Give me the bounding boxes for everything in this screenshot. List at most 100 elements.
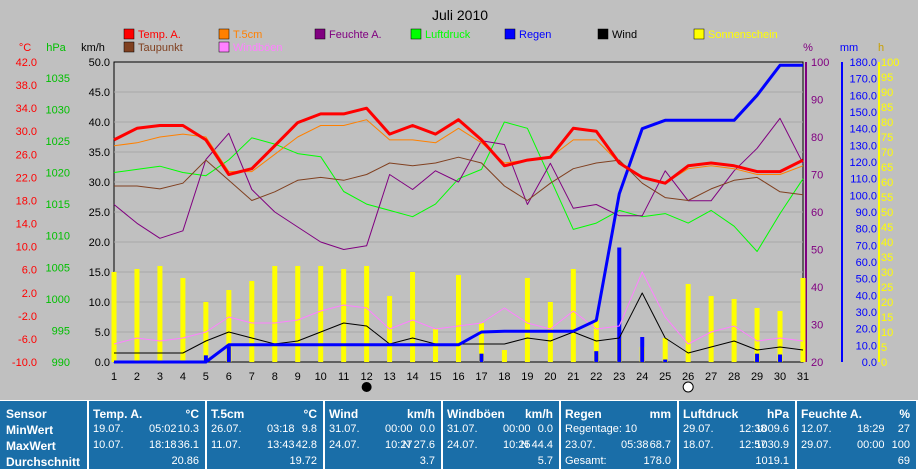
sun-tick-label: 80	[881, 117, 893, 129]
day-tick-label: 3	[157, 371, 163, 383]
min-time: 18:29	[857, 423, 885, 435]
day-tick-label: 16	[452, 371, 464, 383]
stats-max-row: 24.07. 10:25 N 44.4	[447, 439, 553, 453]
stats-avg-row: 20.86	[93, 455, 199, 469]
stats-column: Regen mm Regentage: 10 23.07. 05:38 68.7 Gesam…	[561, 401, 677, 469]
sunshine-bar	[249, 281, 255, 362]
stats-column-unit: km/h	[524, 407, 553, 421]
day-tick-label: 24	[636, 371, 648, 383]
legend-label: Regen	[519, 29, 551, 41]
day-tick-label: 29	[751, 371, 763, 383]
stats-avg-row: Gesamt: 178.0	[565, 455, 671, 469]
legend-label: Sonnenschein	[708, 29, 778, 41]
avg-value: 19.72	[289, 455, 317, 467]
stats-min-row: 31.07. 00:00 0.0	[329, 423, 435, 437]
sun-tick-label: 50	[881, 207, 893, 219]
sunshine-bar	[501, 350, 507, 362]
max-time: 10:25	[503, 439, 531, 451]
sun-tick-label: 65	[881, 162, 893, 174]
stats-column-title: Windböen	[447, 407, 505, 421]
pressure-tick-label: 1015	[46, 199, 70, 211]
sunshine-bar	[731, 299, 737, 362]
max-time: 10:27	[385, 439, 413, 451]
pressure-axis-unit: hPa	[46, 42, 66, 54]
sunshine-bar	[272, 266, 278, 362]
sun-tick-label: 90	[881, 87, 893, 99]
stats-column-unit: km/h	[406, 407, 435, 421]
stats-min-row: 29.07. 12:38 1009.6	[683, 423, 789, 437]
sun-tick-label: 55	[881, 192, 893, 204]
stats-column-title: Wind	[329, 407, 359, 421]
rain-daily-bar	[203, 355, 208, 362]
sun-tick-label: 45	[881, 222, 893, 234]
stats-min-row: 19.07. 05:02 10.3	[93, 423, 199, 437]
max-value: N 27.6	[402, 439, 435, 451]
max-value: 36.1	[177, 439, 199, 451]
min-time: 00:00	[503, 423, 531, 435]
stats-column-unit: °C	[185, 407, 199, 421]
max-value: 100	[891, 439, 910, 451]
legend-label: Feuchte A.	[329, 29, 382, 41]
rain-tick-label: 60.0	[856, 257, 877, 269]
day-tick-label: 10	[315, 371, 327, 383]
rain-daily-bar	[755, 353, 760, 362]
gusts-line	[113, 271, 804, 345]
humidity-axis-unit: %	[803, 42, 813, 54]
sun-tick-label: 40	[881, 237, 893, 249]
min-time: 12:38	[739, 423, 767, 435]
sunshine-bar	[478, 323, 484, 362]
temp-tick-label: -6.0	[18, 334, 37, 346]
legend-swatch	[123, 28, 135, 40]
row-label: Durchschnitt	[6, 455, 81, 469]
max-date: 23.07.	[565, 439, 596, 451]
stats-column: Luftdruck hPa 29.07. 12:38 1009.6 18.07. 12:57…	[679, 401, 795, 469]
rain-cumulative-line	[114, 63, 803, 364]
sun-tick-label: 100	[881, 57, 899, 69]
pressure-tick-label: 1020	[46, 168, 70, 180]
pressure-tick-label: 1010	[46, 231, 70, 243]
temp-tick-label: 2.0	[22, 288, 37, 300]
avg-value: 5.7	[537, 455, 553, 467]
day-tick-label: 9	[295, 371, 301, 383]
dewpoint-line	[114, 156, 804, 201]
stats-max-row: 10.07. 18:18 36.1	[93, 439, 199, 453]
min-date: 29.07.	[683, 423, 714, 435]
stats-column-unit: hPa	[766, 407, 789, 421]
sunshine-bar	[800, 278, 806, 362]
stats-avg-row: 3.7	[329, 455, 435, 469]
stats-column-title: Luftdruck	[683, 407, 739, 421]
temp-tick-label: 34.0	[16, 103, 37, 115]
legend-swatch	[314, 28, 326, 40]
avg-label: Gesamt:	[565, 455, 607, 467]
wind-tick-label: 50.0	[89, 57, 110, 69]
rain-tick-label: 180.0	[849, 57, 877, 69]
wind-tick-label: 0.0	[95, 357, 110, 369]
max-time: 00:00	[857, 439, 885, 451]
day-tick-label: 22	[590, 371, 602, 383]
stats-min-row: 26.07. 03:18 9.8	[211, 423, 317, 437]
humidity-tick-label: 100	[811, 57, 829, 69]
day-tick-label: 6	[226, 371, 232, 383]
wind-tick-label: 5.0	[95, 327, 110, 339]
min-value: 10.3	[177, 423, 199, 435]
day-tick-label: 27	[705, 371, 717, 383]
chart-title: Juli 2010	[432, 7, 488, 23]
rain-daily-bar	[663, 359, 668, 362]
stats-column: Feuchte A.% 12.07. 18:29 27 29.07. 00:00 100 69	[797, 401, 916, 469]
wind-tick-label: 45.0	[89, 87, 110, 99]
weather-chart: Juli 2010 Temp. A. T.5cm Feuchte A. Luftdru…	[12, 7, 899, 393]
temp-tick-label: 38.0	[16, 80, 37, 92]
rain-tick-label: 90.0	[856, 207, 877, 219]
legend-label: Luftdruck	[425, 29, 471, 41]
wind-tick-label: 25.0	[89, 207, 110, 219]
max-date: 11.07.	[211, 439, 241, 451]
day-tick-label: 30	[774, 371, 786, 383]
temp-tick-label: 18.0	[16, 195, 37, 207]
rain-tick-label: 120.0	[849, 157, 877, 169]
legend-swatch	[410, 28, 422, 40]
pressure-tick-label: 1000	[46, 294, 70, 306]
stats-table: Sensor MinWert MaxWert Durchschnitt Temp. A.…	[0, 400, 918, 469]
min-date: 19.07.	[93, 423, 124, 435]
rain-tick-label: 30.0	[856, 307, 877, 319]
temp-tick-label: 26.0	[16, 149, 37, 161]
